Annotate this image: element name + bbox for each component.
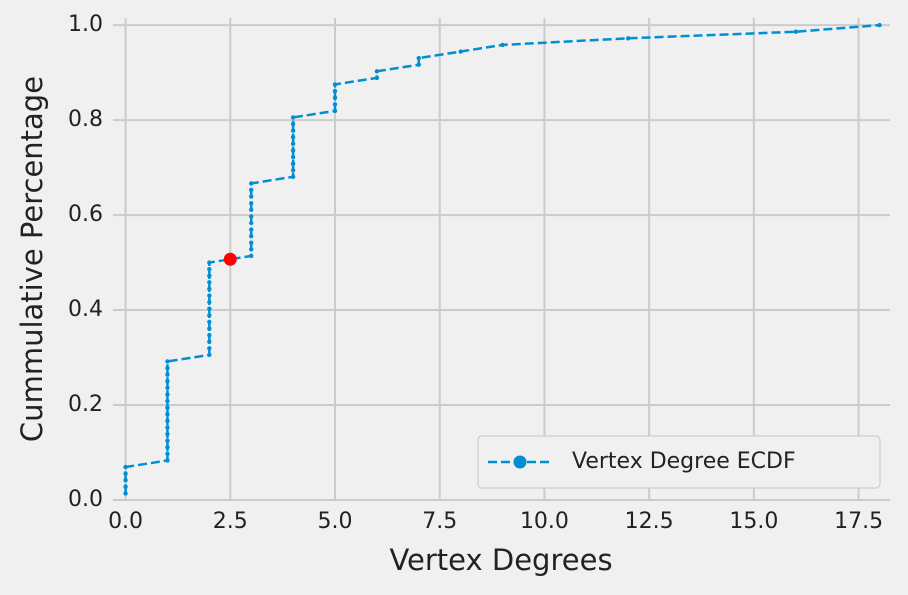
data-point (207, 326, 212, 331)
data-point (249, 233, 254, 239)
y-tick-label: 1.0 (68, 12, 103, 37)
data-point (165, 451, 170, 457)
data-point (249, 247, 254, 252)
grid (113, 18, 890, 501)
data-point (165, 458, 170, 463)
data-point (626, 36, 631, 41)
x-tick-label: 5.0 (318, 509, 353, 534)
data-point (165, 425, 170, 430)
legend-label: Vertex Degree ECDF (572, 449, 796, 474)
data-point (165, 372, 170, 377)
data-point (416, 55, 421, 61)
data-point (332, 88, 338, 94)
data-point (165, 359, 170, 364)
data-point (249, 227, 254, 232)
data-point (165, 445, 170, 450)
y-tick-label: 0.2 (68, 392, 103, 417)
data-point (290, 141, 296, 147)
data-point (249, 194, 254, 199)
data-point (416, 62, 421, 67)
data-point (207, 266, 212, 272)
data-point (249, 240, 254, 245)
data-point (207, 313, 212, 318)
data-point (374, 75, 380, 81)
data-point (123, 477, 128, 483)
plot (123, 22, 882, 496)
data-point (165, 431, 170, 437)
data-point (249, 253, 254, 259)
data-point (165, 385, 170, 391)
data-point (123, 491, 128, 496)
data-point (123, 471, 128, 476)
data-point (207, 293, 212, 298)
data-point (249, 181, 254, 186)
data-point (207, 339, 212, 344)
data-point (123, 484, 128, 489)
data-point (290, 174, 296, 179)
data-point (165, 392, 170, 397)
data-point (877, 22, 882, 28)
legend-box (477, 435, 881, 489)
data-point (165, 412, 170, 417)
data-point (458, 49, 463, 54)
data-point (793, 29, 798, 34)
y-tick-label: 0.8 (68, 107, 103, 132)
highlight-point (223, 252, 237, 266)
data-point (290, 128, 296, 133)
data-point (207, 260, 212, 265)
y-tick-label: 0.6 (68, 202, 103, 227)
data-point (290, 161, 296, 166)
x-tick-label: 17.5 (834, 509, 883, 534)
data-point (207, 352, 212, 358)
data-point (290, 168, 296, 173)
data-point (249, 187, 254, 193)
data-point (332, 95, 338, 100)
data-point (290, 135, 296, 140)
legend: Vertex Degree ECDF (477, 435, 881, 489)
data-point (207, 299, 212, 305)
data-point (374, 69, 380, 74)
x-tick-label: 7.5 (422, 509, 457, 534)
data-point (332, 102, 338, 107)
x-tick-label: 12.5 (625, 509, 674, 534)
x-tick-label: 15.0 (729, 509, 778, 534)
data-point (165, 379, 170, 384)
data-point (290, 115, 296, 120)
data-point (207, 280, 212, 285)
x-tick-label: 10.0 (520, 509, 569, 534)
data-point (332, 82, 338, 87)
x-tick-label: 2.5 (213, 509, 248, 534)
data-point (207, 286, 212, 292)
data-point (207, 319, 212, 325)
y-tick-label: 0.4 (68, 297, 103, 322)
legend-marker (513, 455, 527, 469)
data-point (165, 365, 170, 371)
data-point (165, 438, 170, 443)
y-axis-label: Cummulative Percentage (15, 76, 49, 442)
data-point (332, 108, 338, 114)
data-point (290, 154, 296, 160)
data-point (290, 148, 296, 153)
data-point (165, 418, 170, 424)
data-point (249, 214, 254, 219)
data-point (207, 346, 212, 351)
data-point (207, 273, 212, 278)
data-point (249, 201, 254, 206)
data-point (165, 398, 170, 404)
x-axis-label: Vertex Degrees (389, 543, 612, 577)
data-point (207, 332, 212, 338)
data-point (249, 207, 254, 213)
data-point (123, 464, 128, 470)
data-point (249, 220, 254, 226)
data-point (207, 306, 212, 311)
data-point (500, 42, 505, 48)
x-tick-label: 0.0 (108, 509, 143, 534)
data-point (290, 121, 296, 127)
y-tick-label: 0.0 (68, 487, 103, 512)
data-point (165, 405, 170, 410)
